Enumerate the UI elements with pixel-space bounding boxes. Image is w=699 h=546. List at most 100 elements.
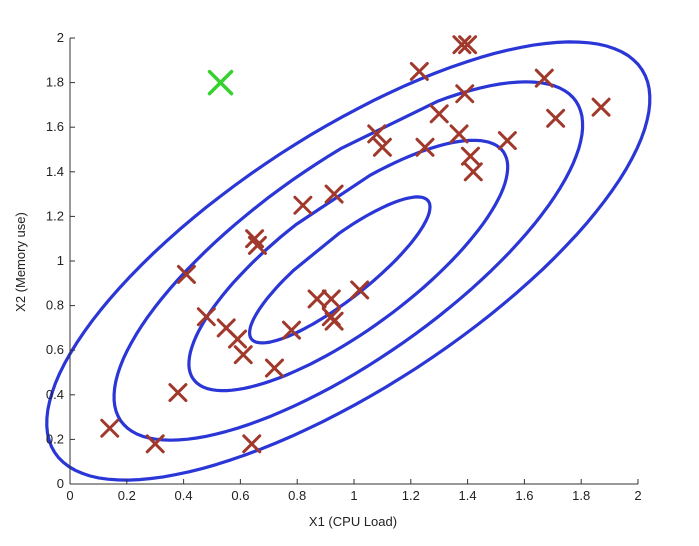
data-point-stroke <box>282 320 302 340</box>
points-layer <box>100 35 611 454</box>
data-point-stroke <box>176 264 196 284</box>
data-point-stroke <box>321 289 341 309</box>
data-point <box>324 184 344 204</box>
data-point <box>321 289 341 309</box>
data-point <box>415 137 435 157</box>
x-tick-label: 2 <box>634 488 641 503</box>
anomaly-point-stroke <box>207 69 234 96</box>
anomaly-point <box>207 69 234 96</box>
y-axis-label: X2 (Memory use) <box>13 212 28 312</box>
data-point-stroke <box>497 131 517 151</box>
y-tick-label: 1.6 <box>46 119 64 134</box>
data-point <box>168 383 188 403</box>
data-point-stroke <box>367 124 387 144</box>
x-tick-label: 0.4 <box>175 488 193 503</box>
data-point-stroke <box>228 329 248 349</box>
data-point-stroke <box>324 184 344 204</box>
data-point-stroke <box>233 345 253 365</box>
data-point-stroke <box>100 418 120 438</box>
y-tick-label: 0.6 <box>46 342 64 357</box>
contours-layer <box>45 40 652 482</box>
data-point <box>242 434 262 454</box>
data-point-stroke <box>591 97 611 117</box>
data-point <box>228 329 248 349</box>
data-point <box>145 434 165 454</box>
data-point-stroke <box>372 137 392 157</box>
data-point <box>247 235 267 255</box>
data-point-stroke <box>264 358 284 378</box>
data-point-stroke <box>145 434 165 454</box>
contour-line <box>187 138 510 393</box>
data-point <box>452 35 472 55</box>
y-tick-label: 1.8 <box>46 75 64 90</box>
data-point-stroke <box>455 84 475 104</box>
data-point <box>409 61 429 81</box>
data-point-stroke <box>307 289 327 309</box>
data-point-stroke <box>415 137 435 157</box>
y-tick-label: 0.4 <box>46 387 64 402</box>
data-point-stroke <box>216 318 236 338</box>
contour-line <box>248 195 432 345</box>
x-tick-label: 0.2 <box>118 488 136 503</box>
data-point <box>282 320 302 340</box>
data-point <box>350 280 370 300</box>
data-point <box>264 358 284 378</box>
y-tick-label: 2 <box>57 30 64 45</box>
data-point <box>176 264 196 284</box>
contour-line <box>45 40 652 482</box>
data-point <box>100 418 120 438</box>
data-point-stroke <box>196 307 216 327</box>
x-tick-label: 1.2 <box>402 488 420 503</box>
data-point-stroke <box>324 311 344 331</box>
x-tick-label: 1 <box>350 488 357 503</box>
data-point <box>372 137 392 157</box>
data-point-stroke <box>247 235 267 255</box>
contour-line <box>112 80 585 442</box>
data-point-stroke <box>546 108 566 128</box>
y-tick-label: 0.8 <box>46 298 64 313</box>
data-point-stroke <box>409 61 429 81</box>
y-tick-label: 0.2 <box>46 431 64 446</box>
data-point-stroke <box>429 104 449 124</box>
y-tick-label: 1.2 <box>46 208 64 223</box>
data-point <box>196 307 216 327</box>
x-tick-label: 1.4 <box>459 488 477 503</box>
data-point <box>534 68 554 88</box>
x-tick-label: 0.6 <box>231 488 249 503</box>
data-point <box>497 131 517 151</box>
data-point-stroke <box>463 162 483 182</box>
ticks-layer: 0 0.2 0.4 0.6 0.8 1 1.2 1.4 1.6 1.8 2 0 0.2 0.4 0.6 0.8… <box>46 30 642 503</box>
x-axis-label: X1 (CPU Load) <box>309 514 397 529</box>
x-tick-label: 0.8 <box>288 488 306 503</box>
data-point-stroke <box>245 229 265 249</box>
data-point <box>591 97 611 117</box>
data-point-stroke <box>460 146 480 166</box>
data-point-stroke <box>168 383 188 403</box>
data-point <box>233 345 253 365</box>
data-point-stroke <box>458 35 478 55</box>
data-point <box>429 104 449 124</box>
data-point <box>293 195 313 215</box>
data-point <box>324 311 344 331</box>
data-point-stroke <box>452 35 472 55</box>
data-point <box>449 124 469 144</box>
x-tick-label: 1.6 <box>515 488 533 503</box>
x-tick-label: 0 <box>66 488 73 503</box>
data-point-stroke <box>242 434 262 454</box>
data-point <box>455 84 475 104</box>
data-point-stroke <box>449 124 469 144</box>
y-tick-label: 1 <box>57 253 64 268</box>
data-point-stroke <box>293 195 313 215</box>
data-point <box>367 124 387 144</box>
data-point-stroke <box>534 68 554 88</box>
data-point <box>460 146 480 166</box>
y-tick-label: 0 <box>57 476 64 491</box>
data-point <box>307 289 327 309</box>
data-point-stroke <box>350 280 370 300</box>
x-tick-label: 1.8 <box>572 488 590 503</box>
y-tick-label: 1.4 <box>46 164 64 179</box>
data-point <box>546 108 566 128</box>
data-point <box>463 162 483 182</box>
